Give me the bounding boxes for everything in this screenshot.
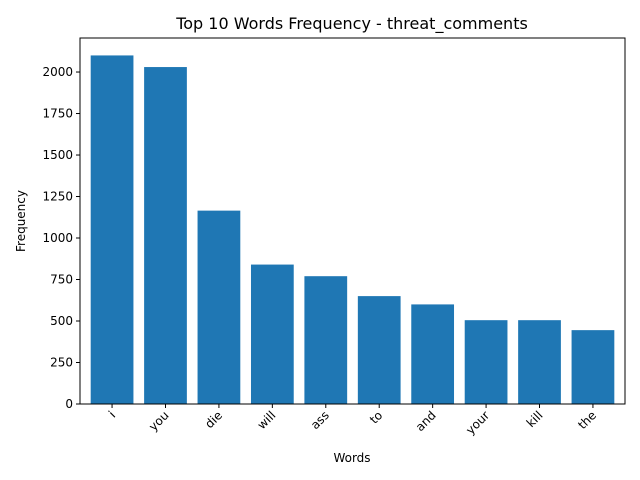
bar-will: [250, 264, 294, 404]
y-tick-label: 2000: [42, 65, 73, 79]
chart-title: Top 10 Words Frequency - threat_comments: [175, 14, 528, 34]
y-tick-label: 250: [50, 356, 73, 370]
bar-ass: [304, 276, 348, 404]
y-tick-label: 0: [65, 397, 73, 411]
y-tick-label: 1000: [42, 231, 73, 245]
y-tick-label: 500: [50, 314, 73, 328]
bar-and: [411, 304, 455, 404]
bar-i: [90, 55, 134, 405]
y-axis-label: Frequency: [14, 190, 28, 252]
y-tick-label: 750: [50, 273, 73, 287]
bar-your: [464, 320, 508, 404]
bar-you: [144, 67, 187, 405]
bar-to: [357, 296, 401, 404]
bar-kill: [518, 320, 561, 404]
bar-the: [571, 330, 615, 404]
y-tick-label: 1500: [42, 148, 73, 162]
bar-die: [197, 210, 241, 404]
plot-frame: [79, 37, 626, 405]
y-tick-label: 1250: [42, 190, 73, 204]
y-tick-label: 1750: [42, 107, 73, 121]
x-axis-label: Words: [333, 451, 370, 465]
